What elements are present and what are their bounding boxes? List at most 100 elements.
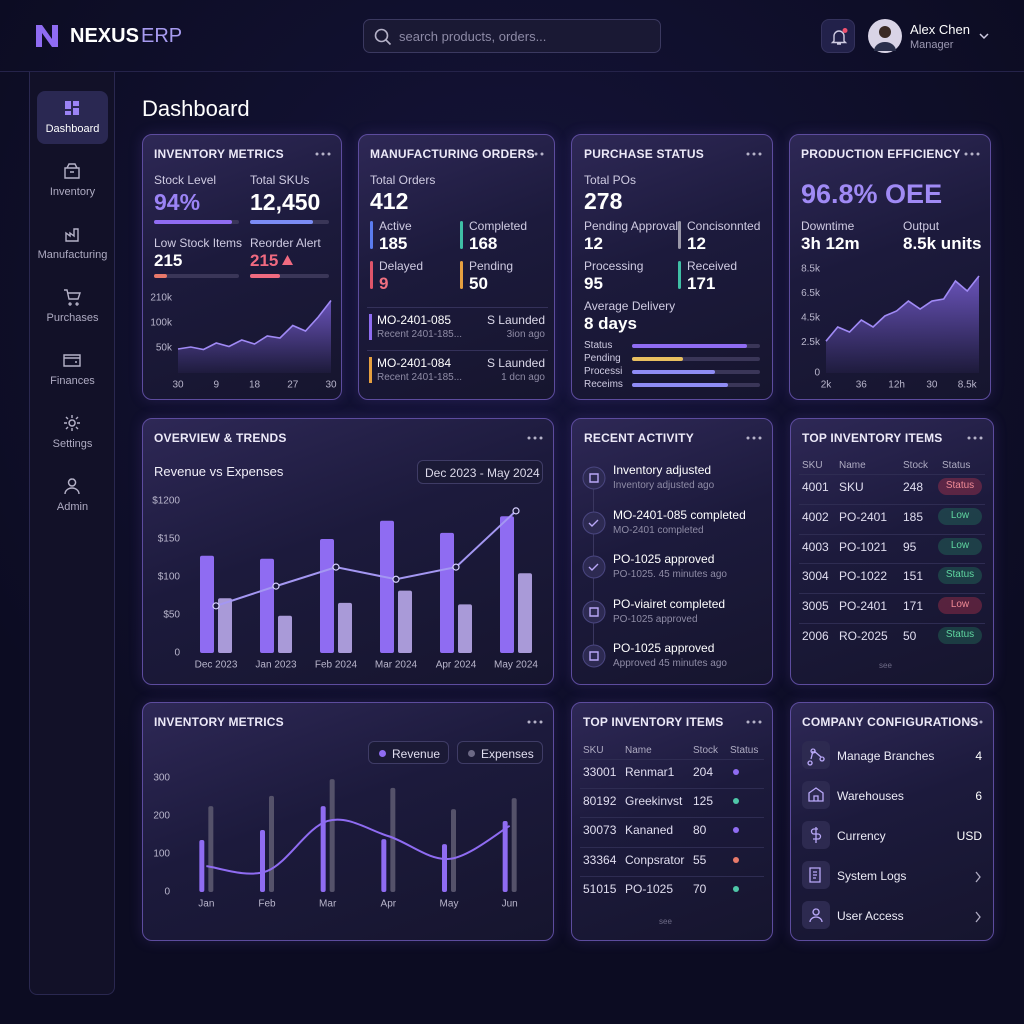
- stat-value: 50: [469, 274, 488, 293]
- activity-item[interactable]: PO-viairet completed PO-1025 approved: [613, 597, 768, 633]
- nav-item[interactable]: Settings: [37, 406, 108, 459]
- nav-icon-shape: [63, 354, 81, 367]
- y-tick-label: 2.5k: [801, 337, 821, 348]
- config-icon-glyph: [808, 787, 824, 802]
- y-tick-label: 6.5k: [801, 288, 821, 299]
- stat-value: 185: [379, 234, 408, 253]
- more-menu[interactable]: [527, 435, 543, 441]
- bar: [451, 809, 456, 892]
- more-menu[interactable]: [967, 435, 983, 441]
- config-item[interactable]: System Logs: [802, 861, 982, 891]
- activity-item[interactable]: Inventory adjusted Inventory adjusted ago: [613, 463, 768, 499]
- status-dot: [733, 856, 739, 863]
- production-efficiency-card: PRODUCTION EFFICIENCY 96.8% OEE Downtime…: [789, 134, 991, 400]
- nav-item[interactable]: Admin: [37, 469, 108, 522]
- more-menu[interactable]: [315, 151, 331, 157]
- config-item[interactable]: Currency USD: [802, 821, 982, 851]
- menu-dot: [964, 152, 968, 156]
- order-detail: Recent 2401-185...: [377, 372, 463, 383]
- stat-value: 12: [584, 234, 603, 253]
- progress-track: [154, 220, 239, 224]
- menu-dot: [540, 152, 544, 156]
- cell-name: Greekinvst: [625, 794, 683, 809]
- x-tick-label: Feb 2024: [315, 660, 358, 671]
- config-item[interactable]: Warehouses 6: [802, 781, 982, 811]
- config-label: Manage Branches: [837, 749, 935, 763]
- order-row[interactable]: MO-2401-084 Recent 2401-185... S Launded 1 …: [367, 350, 548, 388]
- nav-item[interactable]: Finances: [37, 343, 108, 396]
- more-menu[interactable]: [964, 151, 980, 157]
- status-bar-track: [632, 370, 760, 374]
- activity-icon-glyph: [588, 519, 599, 527]
- see-more[interactable]: see: [879, 661, 892, 670]
- config-icon-bg: [802, 781, 830, 809]
- more-menu[interactable]: [527, 719, 543, 725]
- order-row[interactable]: MO-2401-085 Recent 2401-185... S Launded 3i…: [367, 307, 548, 345]
- user-menu-chevron[interactable]: [978, 31, 990, 41]
- bar: [260, 830, 265, 892]
- more-menu[interactable]: [967, 719, 983, 725]
- cell-name: Kananed: [625, 823, 674, 838]
- chevron-shape: [975, 911, 981, 923]
- status-badge: Low: [938, 507, 982, 525]
- nav-label: Admin: [56, 501, 89, 513]
- more-menu[interactable]: [746, 151, 762, 157]
- purchase-status-card: PURCHASE STATUS Total POs 278 Average De…: [571, 134, 773, 400]
- y-axis-top-label: 210k: [150, 293, 173, 304]
- stat-value: 12,450: [250, 189, 321, 215]
- menu-dot: [758, 152, 762, 156]
- legend-swatch: [379, 750, 386, 757]
- x-tick-label: 30: [926, 380, 938, 391]
- activity-icon-bg: [582, 555, 606, 579]
- bar: [199, 839, 205, 892]
- status-bar-track: [632, 383, 760, 387]
- stat-label: Completed: [469, 219, 528, 233]
- cell-name: PO-2401: [839, 509, 888, 524]
- chart: 0 2.5k 4.5k 6.5k 8.5k 2k 36 12h 30 8.5k: [801, 264, 980, 391]
- card-title: COMPANY CONFIGURATIONS: [802, 715, 979, 729]
- menu-dot: [746, 436, 750, 440]
- x-tick-label: Mar: [319, 899, 337, 910]
- nav-icon-shape: [64, 415, 80, 431]
- activity-item[interactable]: PO-1025 approved PO-1025. 45 minutes ago: [613, 552, 768, 588]
- cell-sku: 2006: [802, 629, 829, 643]
- company-config-card: COMPANY CONFIGURATIONS Manage Branches 4 W…: [790, 702, 994, 941]
- nav-label: Settings: [52, 438, 93, 450]
- cell-stock: 171: [903, 599, 924, 614]
- search-box[interactable]: search products, orders...: [363, 19, 661, 53]
- top-bar: NEXUS ERP search products, orders... Ale…: [0, 0, 1024, 72]
- more-menu[interactable]: [746, 435, 762, 441]
- more-menu[interactable]: [528, 151, 544, 157]
- nav-label: Purchases: [46, 312, 99, 324]
- cell-stock: 70: [693, 881, 707, 896]
- config-item[interactable]: Manage Branches 4: [802, 741, 982, 771]
- nav-item[interactable]: Manufacturing: [37, 217, 108, 270]
- progress-fill: [154, 274, 167, 278]
- config-icon-glyph: [809, 908, 823, 923]
- notification-button[interactable]: [821, 19, 855, 53]
- cell-sku: 4003: [802, 539, 829, 554]
- y-tick-label: 100: [153, 849, 170, 860]
- config-item[interactable]: User Access: [802, 901, 982, 931]
- oee-value: 96.8% OEE: [801, 179, 943, 209]
- order-id: MO-2401-085: [377, 313, 452, 327]
- status-badge: Low: [938, 597, 982, 615]
- nav-item[interactable]: Dashboard: [37, 91, 108, 144]
- config-label: User Access: [837, 909, 904, 923]
- cell-name: RO-2025: [839, 629, 888, 643]
- see-more[interactable]: see: [659, 917, 672, 926]
- activity-item[interactable]: PO-1025 approved Approved 45 minutes ago: [613, 641, 768, 677]
- activity-item[interactable]: MO-2401-085 completed MO-2401 completed: [613, 508, 768, 544]
- nav-item[interactable]: Purchases: [37, 280, 108, 333]
- inventory-metrics-card: INVENTORY METRICS Stock Level 94% Total …: [142, 134, 342, 400]
- menu-dot: [752, 152, 756, 156]
- recent-activity-card: RECENT ACTIVITY Inventory adjusted Invent…: [571, 418, 773, 685]
- more-menu[interactable]: [746, 719, 762, 725]
- status-badge: Status: [938, 567, 982, 585]
- date-range-picker[interactable]: Dec 2023 - May 2024: [417, 460, 543, 484]
- avatar[interactable]: [868, 19, 902, 53]
- nav-item[interactable]: Inventory: [37, 154, 108, 207]
- config-value: 4: [975, 749, 982, 763]
- bar-label: Processi: [584, 366, 623, 377]
- cell-name: PO-2401: [839, 599, 888, 614]
